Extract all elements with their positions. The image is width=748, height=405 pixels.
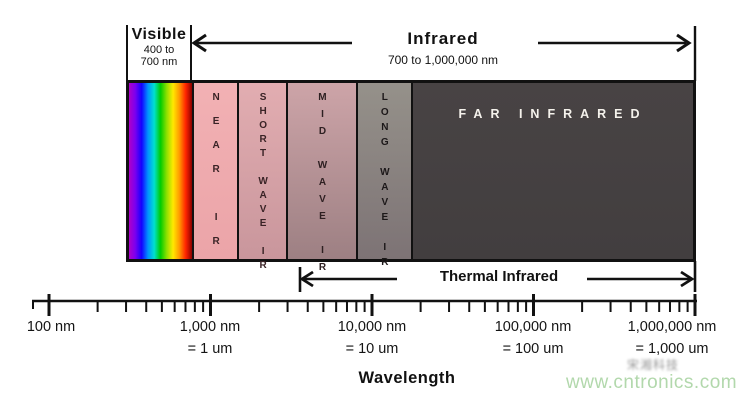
visible-spectrum-band: [129, 83, 195, 259]
axis-label: 10,000 nm = 10 um: [338, 316, 407, 360]
infrared-range: 700 to 1,000,000 nm: [387, 53, 499, 67]
infrared-title: Infrared: [407, 29, 479, 48]
far-infrared-band: FAR INFRARED: [413, 83, 693, 259]
axis-label: 100 nm: [27, 316, 75, 338]
long-wave-ir-band: LONG WAVE IR: [357, 83, 414, 272]
infrared-header: Infrared 700 to 1,000,000 nm: [343, 29, 543, 67]
wavelength-axis: [32, 294, 697, 316]
near-ir-band: NEAR IR: [194, 83, 239, 260]
axis-label-um: = 1 um: [187, 341, 233, 357]
visible-title: Visible: [131, 26, 187, 43]
near-ir-band-label: NEAR IR: [210, 92, 222, 260]
mid-wave-ir-band-label: MID WAVE IR: [316, 92, 328, 279]
long-wave-ir-band-label: LONG WAVE IR: [379, 92, 391, 272]
axis-label-um: = 1,000 um: [635, 341, 709, 357]
axis-label-nm: 100 nm: [26, 319, 76, 335]
axis-label-nm: 10,000 nm: [337, 319, 407, 335]
watermark-stamp: 宋湘科技: [627, 358, 680, 372]
visible-range-line1: 400 to: [143, 44, 175, 56]
axis-label: 100,000 nm = 100 um: [495, 316, 572, 360]
watermark-url: www.cntronics.com: [566, 372, 738, 393]
axis-label-um: = 10 um: [345, 341, 399, 357]
far-infrared-band-label: FAR INFRARED: [458, 107, 648, 121]
mid-wave-ir-band: MID WAVE IR: [288, 83, 358, 279]
axis-label: 1,000 nm = 1 um: [180, 316, 240, 360]
visible-range-line2: 700 nm: [140, 56, 178, 68]
spectrum-bands-row: NEAR IR SHORT WAVE IR MID WAVE IR LONG WAVE…: [126, 80, 696, 279]
short-wave-ir-band: SHORT WAVE IR: [238, 83, 289, 274]
axis-label-um: = 100 um: [502, 341, 564, 357]
short-wave-ir-band-label: SHORT WAVE IR: [257, 92, 269, 274]
axis-label-nm: 100,000 nm: [494, 319, 572, 335]
axis-label-nm: 1,000,000 nm: [627, 319, 717, 335]
thermal-infrared-label: Thermal Infrared: [439, 268, 559, 285]
axis-label: 1,000,000 nm = 1,000 um: [628, 316, 717, 360]
wavelength-axis-title: Wavelength: [358, 369, 456, 387]
axis-label-nm: 1,000 nm: [179, 319, 241, 335]
visible-range-box: Visible 400 to 700 nm: [126, 25, 192, 80]
